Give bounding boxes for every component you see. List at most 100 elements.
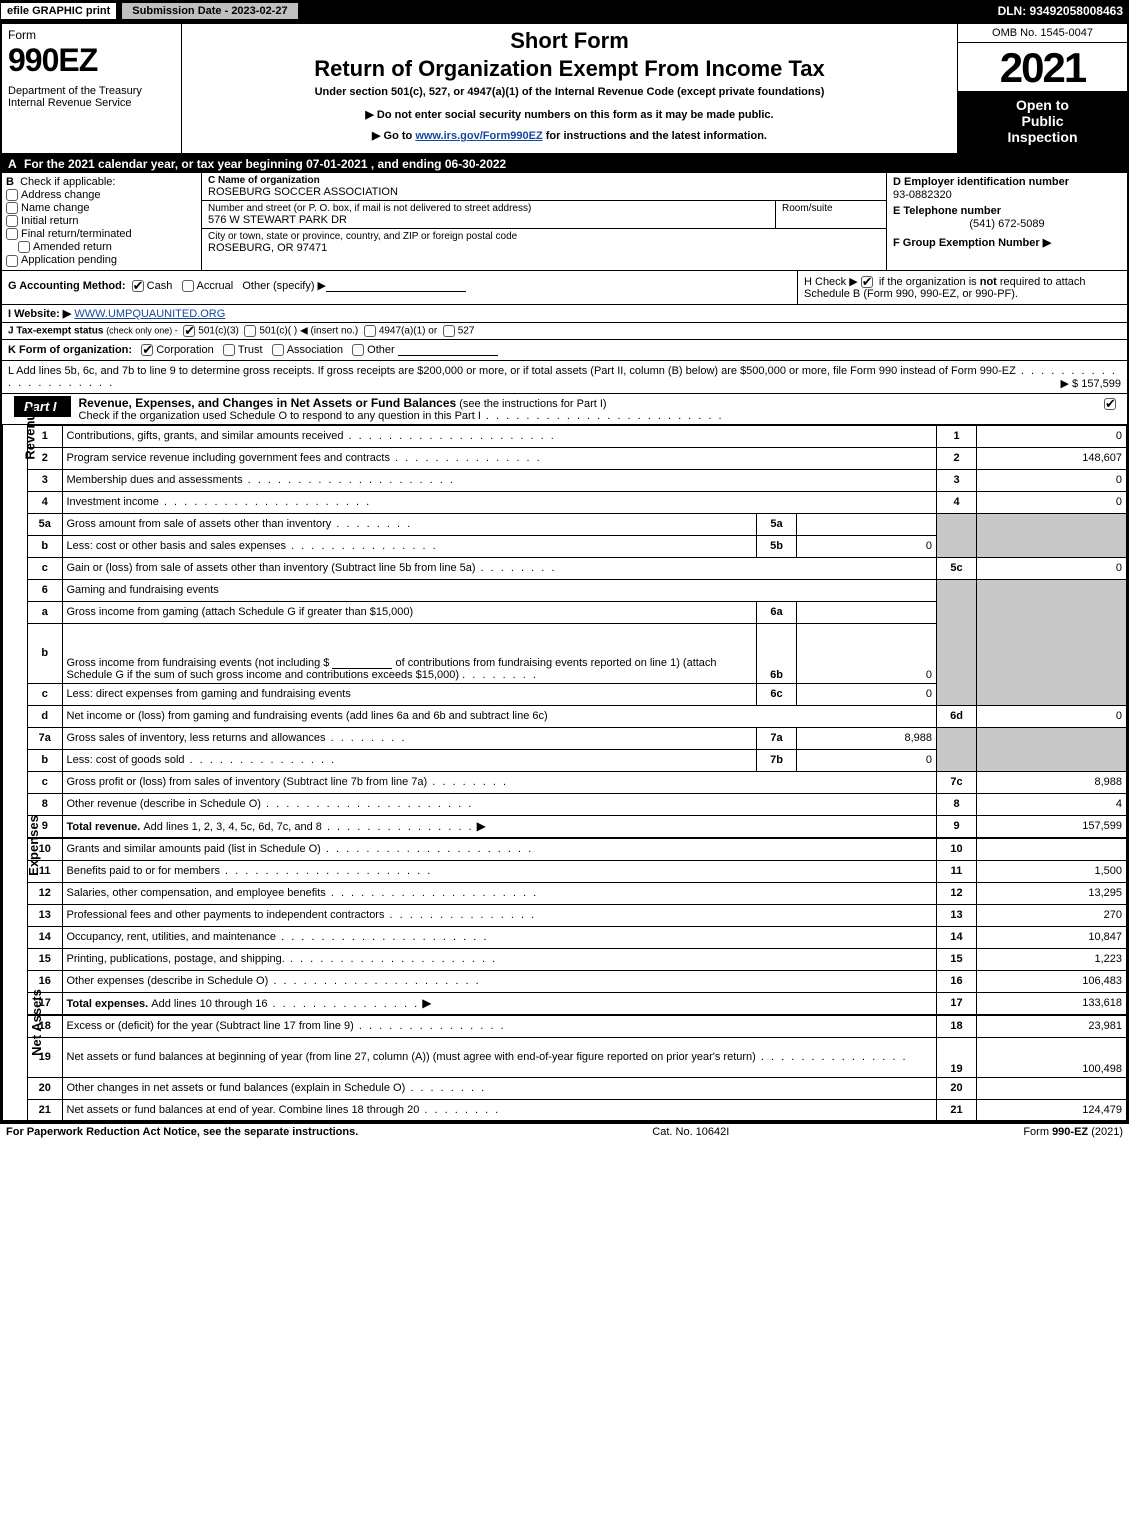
line-6-num: 6	[28, 579, 62, 601]
footer-r-post: (2021)	[1088, 1126, 1123, 1138]
column-b: B Check if applicable: Address change Na…	[2, 173, 202, 270]
b-opt-5: Application pending	[21, 254, 117, 266]
checkbox-schedule-o[interactable]	[1104, 398, 1116, 410]
checkbox-527[interactable]	[443, 325, 455, 337]
shade-6	[937, 579, 977, 601]
checkbox-4947[interactable]	[364, 325, 376, 337]
checkbox-other[interactable]	[352, 344, 364, 356]
line-7a-desc: Gross sales of inventory, less returns a…	[67, 732, 326, 744]
checkbox-initial-return[interactable]	[6, 215, 18, 227]
line-17-desc2: Add lines 10 through 16	[151, 998, 267, 1010]
line-18-amt: 23,981	[977, 1015, 1127, 1037]
shade-5a	[937, 513, 977, 535]
checkbox-501c3[interactable]	[183, 325, 195, 337]
line-1-code: 1	[937, 425, 977, 447]
checkbox-h[interactable]	[861, 276, 873, 288]
form-header: Form 990EZ Department of the TreasuryInt…	[2, 24, 1127, 155]
footer-r-pre: Form	[1023, 1126, 1052, 1138]
shade-6c-amt	[977, 683, 1127, 705]
line-8: 8 Other revenue (describe in Schedule O)…	[28, 793, 1127, 815]
line-14-desc: Occupancy, rent, utilities, and maintena…	[67, 931, 277, 943]
b-title: Check if applicable:	[20, 176, 115, 188]
label-a: A	[8, 157, 17, 171]
org-address: 576 W STEWART PARK DR	[208, 214, 769, 226]
checkbox-final-return[interactable]	[6, 228, 18, 240]
line-18: 18 Excess or (deficit) for the year (Sub…	[28, 1015, 1127, 1037]
k-opt-3: Other	[367, 344, 395, 356]
line-6a-desc: Gross income from gaming (attach Schedul…	[67, 606, 414, 618]
g-other: Other (specify) ▶	[242, 280, 326, 292]
line-6d: d Net income or (loss) from gaming and f…	[28, 705, 1127, 727]
net-assets-section: Net Assets 18 Excess or (deficit) for th…	[2, 1015, 1127, 1123]
line-6a: a Gross income from gaming (attach Sched…	[28, 601, 1127, 623]
line-20-num: 20	[28, 1077, 62, 1099]
line-6b-blank	[332, 657, 392, 669]
line-5a: 5a Gross amount from sale of assets othe…	[28, 513, 1127, 535]
header-center: Short Form Return of Organization Exempt…	[182, 24, 957, 153]
form-number: 990EZ	[8, 42, 175, 79]
shade-5b-amt	[977, 535, 1127, 557]
shade-6a	[937, 601, 977, 623]
line-19: 19 Net assets or fund balances at beginn…	[28, 1037, 1127, 1077]
line-12-code: 12	[937, 882, 977, 904]
line-11: 11 Benefits paid to or for members 11 1,…	[28, 860, 1127, 882]
shade-7a-amt	[977, 727, 1127, 749]
line-12-num: 12	[28, 882, 62, 904]
instructions-link-line: ▶ Go to www.irs.gov/Form990EZ for instru…	[190, 129, 949, 142]
line-6c-num: c	[28, 683, 62, 705]
line-5b-sub: 5b	[757, 535, 797, 557]
line-7c-desc: Gross profit or (loss) from sales of inv…	[67, 776, 428, 788]
line-15: 15 Printing, publications, postage, and …	[28, 948, 1127, 970]
efile-button[interactable]: efile GRAPHIC print	[0, 2, 117, 20]
line-8-code: 8	[937, 793, 977, 815]
column-c: C Name of organization ROSEBURG SOCCER A…	[202, 173, 887, 270]
line-4-amt: 0	[977, 491, 1127, 513]
revenue-section: Revenue 1 Contributions, gifts, grants, …	[2, 425, 1127, 838]
line-6d-code: 6d	[937, 705, 977, 727]
header-left: Form 990EZ Department of the TreasuryInt…	[2, 24, 182, 153]
line-21-desc: Net assets or fund balances at end of ye…	[67, 1104, 420, 1116]
website-link[interactable]: WWW.UMPQUAUNITED.ORG	[74, 308, 225, 320]
h-pre: H Check ▶	[804, 276, 861, 288]
line-5c-code: 5c	[937, 557, 977, 579]
top-bar: efile GRAPHIC print Submission Date - 20…	[0, 0, 1129, 22]
checkbox-corporation[interactable]	[141, 344, 153, 356]
line-5c-num: c	[28, 557, 62, 579]
line-13-code: 13	[937, 904, 977, 926]
f-group-label: F Group Exemption Number ▶	[893, 236, 1121, 249]
j-opt3: 4947(a)(1) or	[379, 325, 437, 336]
omb-number: OMB No. 1545-0047	[958, 24, 1127, 43]
line-5b-num: b	[28, 535, 62, 557]
checkbox-association[interactable]	[272, 344, 284, 356]
checkbox-name-change[interactable]	[6, 202, 18, 214]
header-right: OMB No. 1545-0047 2021 Open toPublicInsp…	[957, 24, 1127, 153]
footer-r-bold: 990-EZ	[1052, 1126, 1088, 1138]
line-20-code: 20	[937, 1077, 977, 1099]
department: Department of the TreasuryInternal Reven…	[8, 85, 175, 109]
line-16-desc: Other expenses (describe in Schedule O)	[67, 975, 269, 987]
checkbox-trust[interactable]	[223, 344, 235, 356]
line-10-amt	[977, 838, 1127, 860]
g-cash: Cash	[147, 280, 173, 292]
line-7a-subval: 8,988	[797, 727, 937, 749]
checkbox-application-pending[interactable]	[6, 255, 18, 267]
checkbox-accrual[interactable]	[182, 280, 194, 292]
line-19-code: 19	[937, 1037, 977, 1077]
checkbox-cash[interactable]	[132, 280, 144, 292]
checkbox-501c[interactable]	[244, 325, 256, 337]
form-word: Form	[8, 28, 175, 42]
instructions-link[interactable]: www.irs.gov/Form990EZ	[415, 130, 542, 142]
checkbox-amended-return[interactable]	[18, 241, 30, 253]
line-8-num: 8	[28, 793, 62, 815]
line-7c-num: c	[28, 771, 62, 793]
line-20-desc: Other changes in net assets or fund bala…	[67, 1082, 406, 1094]
line-14-num: 14	[28, 926, 62, 948]
g-accounting: G Accounting Method: Cash Accrual Other …	[2, 271, 797, 304]
tax-year-range: For the 2021 calendar year, or tax year …	[24, 157, 506, 171]
line-7b-desc: Less: cost of goods sold	[67, 754, 185, 766]
line-6d-desc: Net income or (loss) from gaming and fun…	[67, 710, 548, 722]
checkbox-address-change[interactable]	[6, 189, 18, 201]
revenue-side-label: Revenue	[2, 425, 28, 838]
line-6c-subval: 0	[797, 683, 937, 705]
ein-value: 93-0882320	[893, 189, 1121, 201]
